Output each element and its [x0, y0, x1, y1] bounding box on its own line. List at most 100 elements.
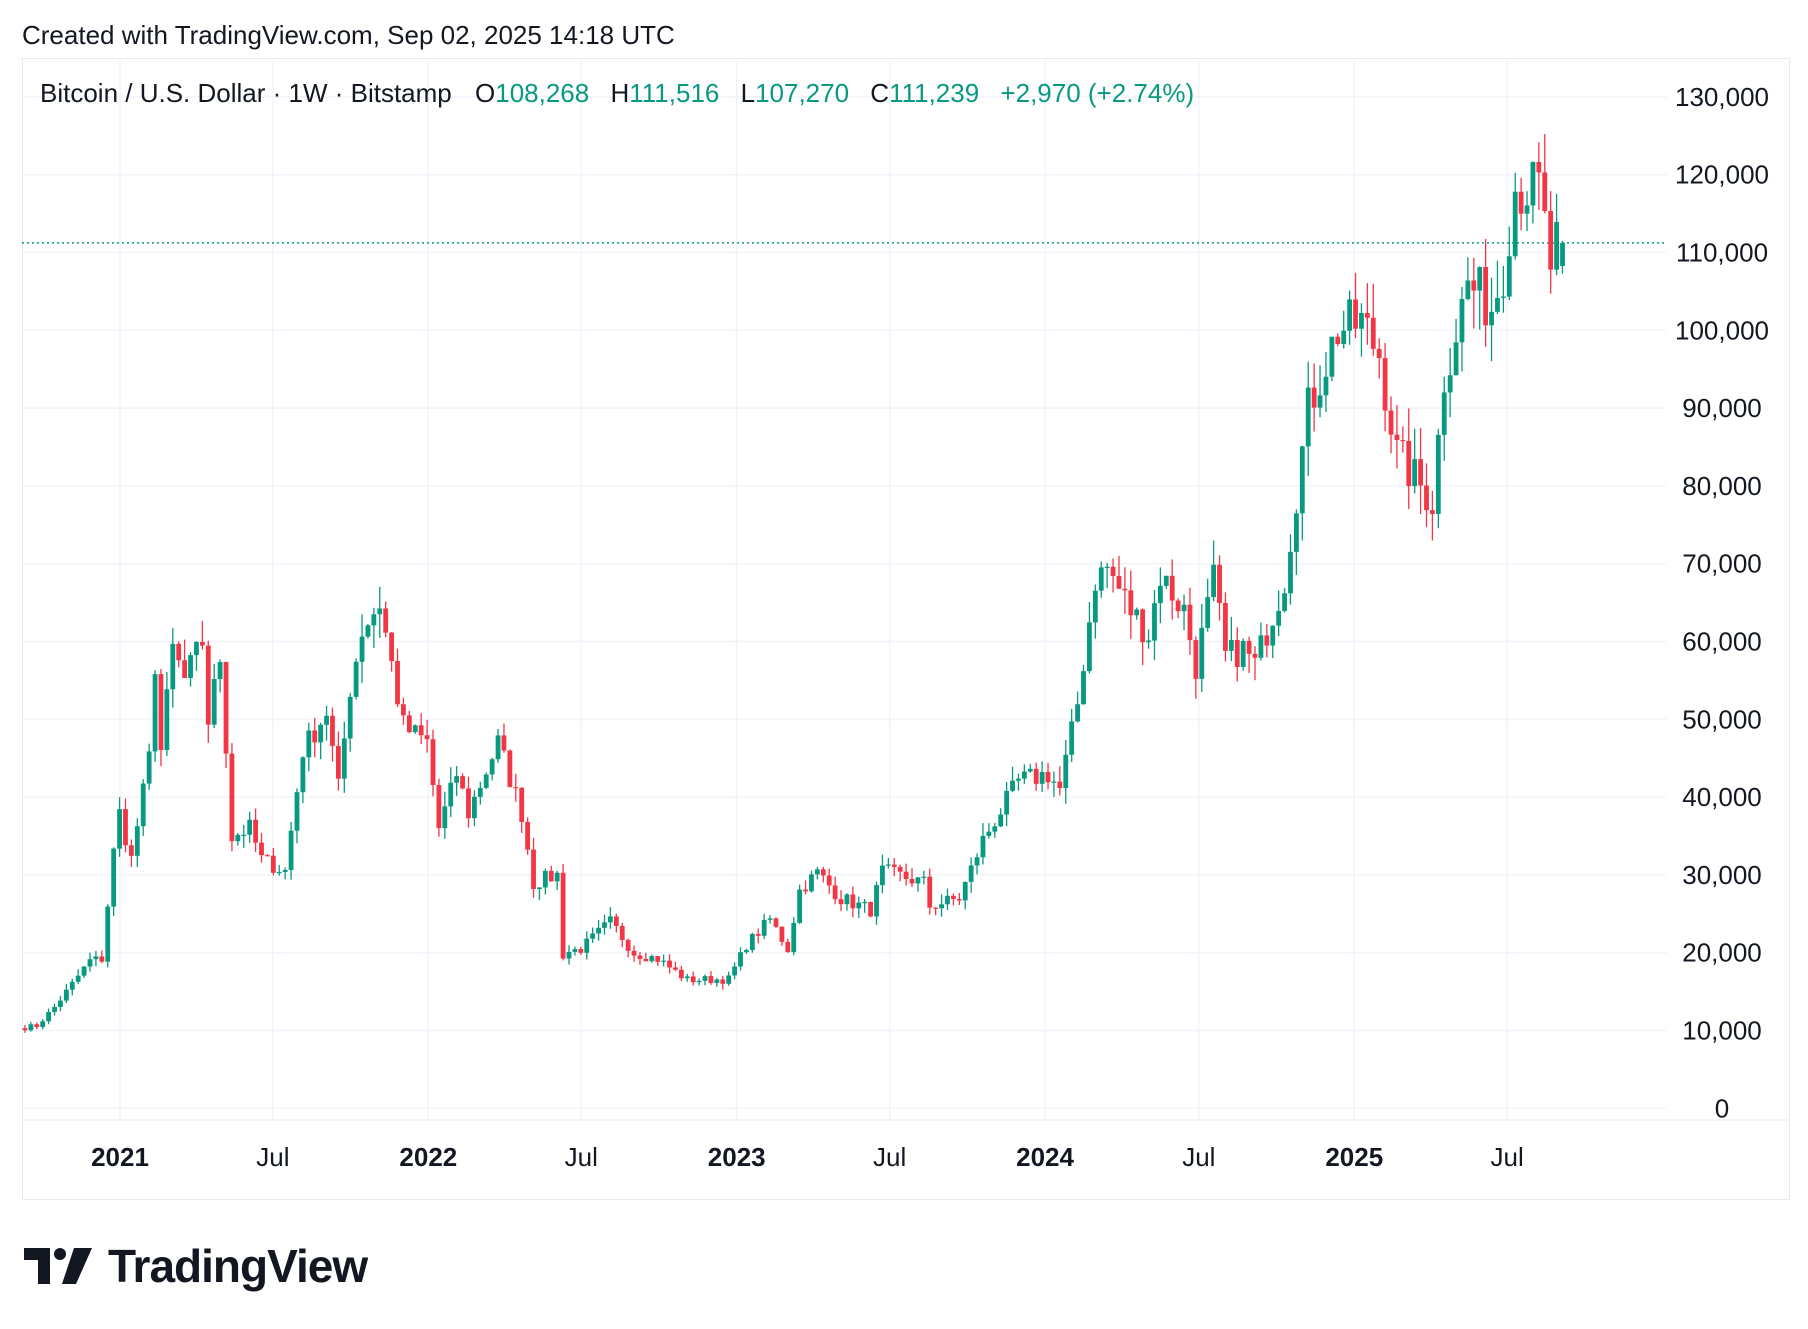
candle-body: [1069, 721, 1075, 755]
candle-body: [708, 976, 714, 983]
candle-body: [1116, 575, 1122, 589]
time-axis[interactable]: 2021 Jul 2022 Jul 2023 Jul 2024 Jul 2025 Jul: [91, 1142, 1524, 1172]
candle-body: [1299, 446, 1305, 514]
candle-body: [1382, 358, 1388, 411]
candle-body: [560, 872, 566, 959]
candle-body: [1359, 312, 1364, 329]
candle-body: [22, 1028, 28, 1031]
candle-body: [678, 969, 684, 979]
candle-body: [726, 975, 732, 984]
candle-body: [667, 960, 672, 968]
candle-body: [75, 975, 81, 982]
candle-body: [341, 738, 347, 779]
candle-body: [637, 955, 643, 959]
candle-body: [1518, 191, 1524, 214]
low-label: L: [740, 78, 756, 108]
candle-body: [1258, 635, 1264, 658]
candle-body: [868, 902, 874, 917]
candle-body: [885, 864, 891, 866]
candle-body: [1353, 299, 1358, 329]
price-axis[interactable]: 0 10,000 20,000 30,000 40,000 50,000 60,000 70,…: [1675, 82, 1769, 1123]
candle-body: [720, 979, 726, 984]
symbol-legend: Bitcoin / U.S. Dollar · 1W · Bitstamp O1…: [40, 76, 1194, 110]
candle-body: [1288, 551, 1293, 594]
candle-body: [572, 949, 578, 952]
candle-body: [1021, 771, 1027, 779]
candle-body: [466, 788, 471, 819]
close-label: C: [870, 78, 890, 108]
candle-body: [164, 689, 170, 751]
candle-body: [525, 821, 531, 850]
candle-body: [412, 725, 418, 733]
candle-body: [933, 907, 939, 909]
candle-body: [324, 715, 329, 725]
candle-body: [123, 809, 128, 846]
time-tick-label: Jul: [256, 1142, 289, 1172]
chart-caption: Created with TradingView.com, Sep 02, 20…: [22, 20, 675, 50]
candle-body: [1045, 771, 1051, 783]
candle-body: [649, 956, 655, 962]
candle-body: [992, 826, 998, 832]
candle-body: [1057, 781, 1063, 789]
price-tick-label: 30,000: [1682, 860, 1762, 890]
candle-body: [146, 751, 152, 784]
candle-body: [625, 939, 631, 951]
candle-body: [1157, 585, 1163, 604]
candle-body: [63, 989, 69, 1001]
candle-body: [1205, 597, 1211, 628]
candle-body: [288, 830, 294, 871]
candle-body: [655, 956, 661, 962]
tradingview-wordmark: TradingView: [108, 1240, 368, 1292]
candle-body: [909, 879, 915, 884]
candle-body: [205, 645, 211, 725]
candle-body: [1311, 387, 1317, 408]
chart-frame: [22, 58, 1790, 1200]
candle-body: [1169, 575, 1175, 601]
candle-body: [1039, 771, 1045, 784]
candle-body: [1554, 221, 1559, 270]
time-tick-label: Jul: [1182, 1142, 1215, 1172]
candle-body: [1536, 161, 1542, 173]
candle-body: [820, 869, 826, 876]
price-tick-label: 80,000: [1682, 471, 1762, 501]
candle-body: [330, 715, 335, 746]
candle-body: [773, 918, 779, 927]
candle-body: [1341, 330, 1347, 345]
candle-body: [81, 966, 87, 976]
candle-body: [158, 674, 164, 751]
candle-body: [406, 715, 412, 733]
time-tick-label: Jul: [1491, 1142, 1524, 1172]
candle-body: [424, 735, 430, 740]
candle-body: [537, 887, 542, 890]
candle-body: [1010, 780, 1015, 791]
candle-body: [436, 785, 442, 829]
candle-body: [1418, 459, 1423, 486]
candle-body: [608, 916, 613, 923]
candle-body: [1217, 564, 1222, 603]
candle-body: [785, 941, 791, 953]
candle-body: [276, 871, 282, 874]
price-tick-label: 20,000: [1682, 938, 1762, 968]
tradingview-logo[interactable]: TradingView: [24, 1238, 368, 1294]
candle-body: [1293, 513, 1299, 552]
candle-body: [1305, 387, 1311, 447]
candlestick-chart[interactable]: 0 10,000 20,000 30,000 40,000 50,000 60,000 70,…: [22, 58, 1790, 1200]
candle-body: [974, 857, 980, 866]
candle-body: [803, 889, 808, 892]
candle-body: [755, 933, 761, 936]
high-value: 111,516: [629, 78, 720, 108]
symbol-name[interactable]: Bitcoin / U.S. Dollar · 1W · Bitstamp: [40, 78, 452, 108]
candle-body: [1187, 604, 1193, 641]
candle-body: [1252, 653, 1258, 658]
candle-body: [1075, 704, 1080, 722]
time-tick-label: 2022: [399, 1142, 457, 1172]
candle-body: [318, 724, 324, 743]
candle-body: [590, 933, 596, 939]
candle-body: [791, 922, 797, 953]
time-tick-label: 2023: [708, 1142, 766, 1172]
candle-body: [744, 950, 749, 953]
candle-body: [199, 641, 205, 646]
candle-body: [1347, 299, 1353, 331]
candle-body: [554, 872, 560, 882]
candle-body: [1092, 590, 1098, 623]
